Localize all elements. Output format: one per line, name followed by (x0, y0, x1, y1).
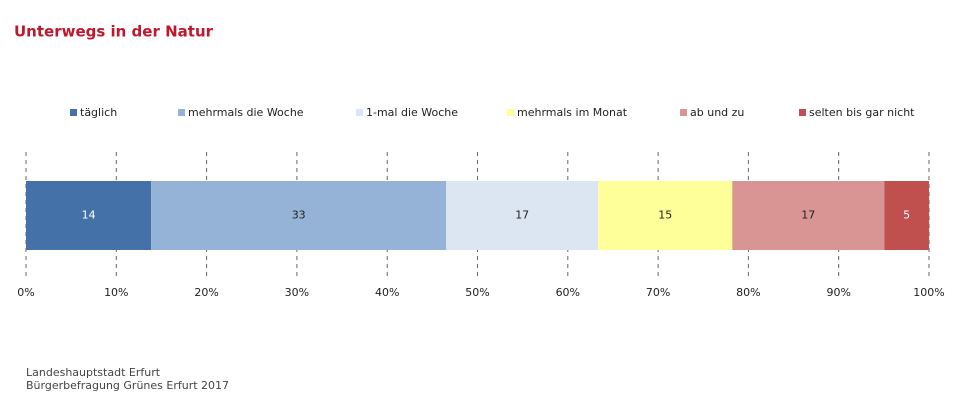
x-tick-label: 50% (465, 286, 489, 299)
x-tick-label: 0% (17, 286, 34, 299)
x-tick-label: 40% (375, 286, 399, 299)
x-tick-label: 90% (826, 286, 850, 299)
x-tick-label: 100% (913, 286, 944, 299)
legend-label: mehrmals die Woche (188, 106, 304, 119)
x-tick-label: 80% (736, 286, 760, 299)
data-label: 17 (801, 209, 815, 222)
x-tick-label: 30% (285, 286, 309, 299)
x-tick-label: 60% (556, 286, 580, 299)
legend-label: täglich (80, 106, 117, 119)
legend-swatch (356, 109, 363, 116)
data-label: 33 (292, 209, 306, 222)
bar-segment (151, 181, 447, 250)
data-label: 15 (658, 209, 672, 222)
legend-swatch (507, 109, 514, 116)
bar-segment (884, 181, 929, 250)
chart-title: Unterwegs in der Natur (14, 23, 214, 41)
legend-swatch (680, 109, 687, 116)
bar-segment (598, 181, 733, 250)
legend-label: mehrmals im Monat (517, 106, 628, 119)
x-tick-label: 10% (104, 286, 128, 299)
data-label: 5 (903, 209, 910, 222)
data-label: 17 (515, 209, 529, 222)
x-tick-label: 20% (194, 286, 218, 299)
source-line: Landeshauptstadt Erfurt (26, 366, 161, 379)
data-label: 14 (82, 209, 96, 222)
source-line: Bürgerbefragung Grünes Erfurt 2017 (26, 379, 229, 392)
legend-label: ab und zu (690, 106, 744, 119)
bar-segment (446, 181, 599, 250)
legend-label: selten bis gar nicht (809, 106, 915, 119)
x-tick-label: 70% (646, 286, 670, 299)
legend-swatch (799, 109, 806, 116)
legend-swatch (70, 109, 77, 116)
legend-label: 1-mal die Woche (366, 106, 458, 119)
bar-segment (732, 181, 885, 250)
legend-swatch (178, 109, 185, 116)
bar-segment (26, 181, 152, 250)
